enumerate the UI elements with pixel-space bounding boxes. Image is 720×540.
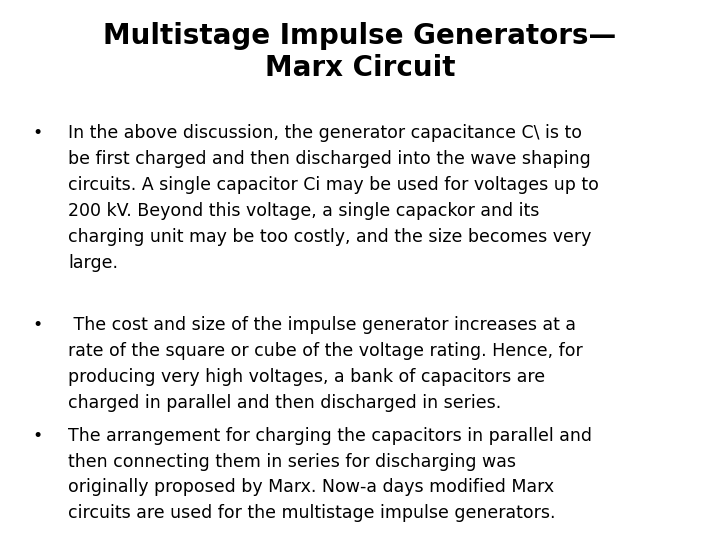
Text: circuits. A single capacitor Ci may be used for voltages up to: circuits. A single capacitor Ci may be u… (68, 176, 599, 194)
Text: originally proposed by Marx. Now-a days modified Marx: originally proposed by Marx. Now-a days … (68, 478, 554, 496)
Text: charging unit may be too costly, and the size becomes very: charging unit may be too costly, and the… (68, 228, 592, 246)
Text: large.: large. (68, 254, 118, 272)
Text: •: • (32, 427, 42, 444)
Text: be first charged and then discharged into the wave shaping: be first charged and then discharged int… (68, 150, 591, 168)
Text: •: • (32, 316, 42, 334)
Text: In the above discussion, the generator capacitance C\ is to: In the above discussion, the generator c… (68, 124, 582, 142)
Text: 200 kV. Beyond this voltage, a single capackor and its: 200 kV. Beyond this voltage, a single ca… (68, 202, 540, 220)
Text: The cost and size of the impulse generator increases at a: The cost and size of the impulse generat… (68, 316, 577, 334)
Text: producing very high voltages, a bank of capacitors are: producing very high voltages, a bank of … (68, 368, 546, 386)
Text: Multistage Impulse Generators—
Marx Circuit: Multistage Impulse Generators— Marx Circ… (104, 22, 616, 82)
Text: •: • (32, 124, 42, 142)
Text: charged in parallel and then discharged in series.: charged in parallel and then discharged … (68, 394, 502, 411)
Text: then connecting them in series for discharging was: then connecting them in series for disch… (68, 453, 516, 470)
Text: The arrangement for charging the capacitors in parallel and: The arrangement for charging the capacit… (68, 427, 593, 444)
Text: circuits are used for the multistage impulse generators.: circuits are used for the multistage imp… (68, 504, 556, 522)
Text: rate of the square or cube of the voltage rating. Hence, for: rate of the square or cube of the voltag… (68, 342, 583, 360)
